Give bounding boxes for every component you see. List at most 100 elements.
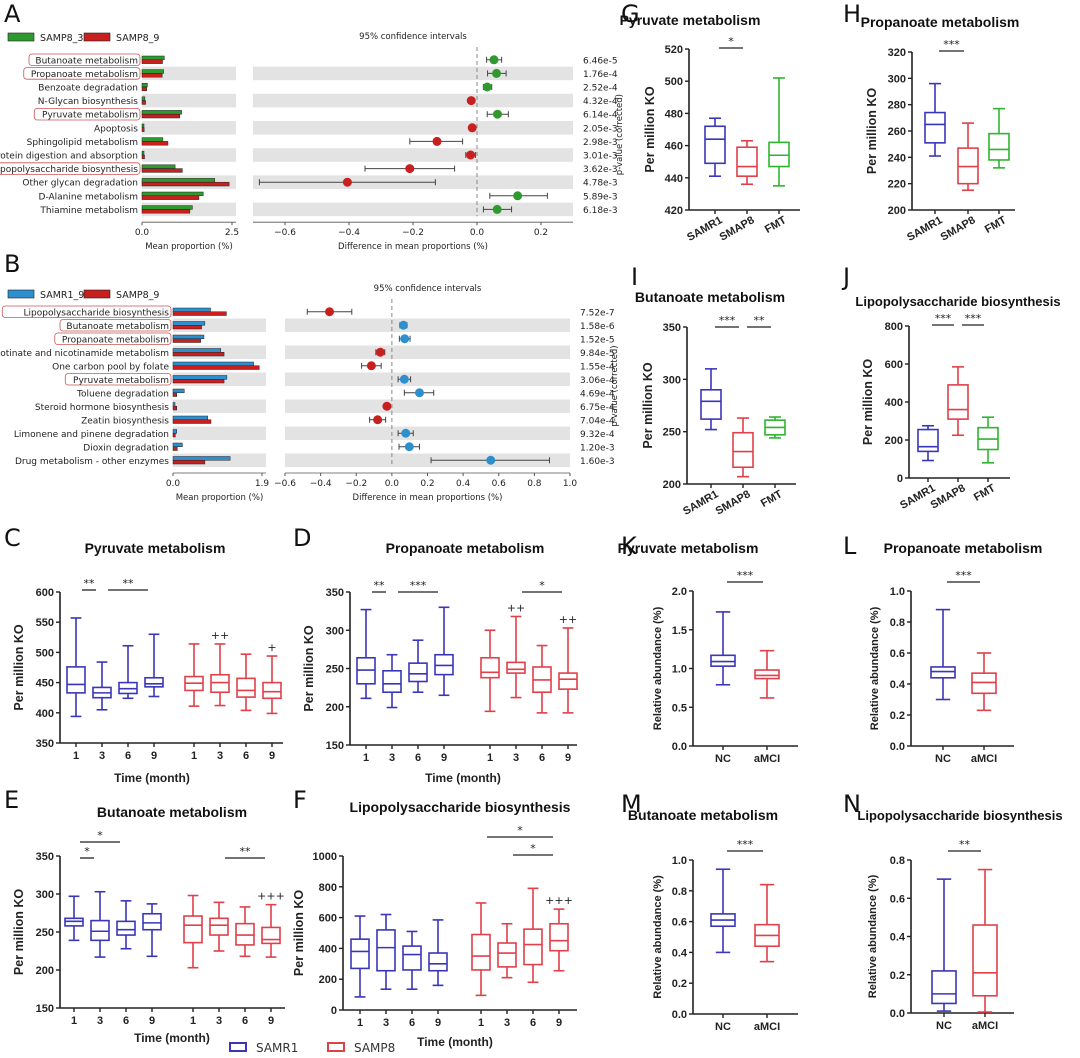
difference-point [325,307,335,317]
ci-title: 95% confidence intervals [359,32,467,42]
category-label: Sphingolipid metabolism [27,138,138,148]
x-tick-label: 3 [99,750,105,762]
box-1 [350,915,370,998]
x-tick-label: 9 [556,1017,562,1029]
box-iqr [917,428,939,453]
x-tick-label: 1 [478,1017,484,1029]
panel-letter-d: D [293,524,312,552]
p-value-label: 1.58e-6 [580,322,615,332]
y-axis-label: Per million KO [641,362,655,448]
y-tick-label: 600 [36,587,54,599]
highlight-box [28,53,141,67]
box-9 [428,919,448,987]
y-tick-label: 0 [897,473,903,485]
box-9 [261,903,281,958]
panel-e: Butanoate metabolism 150 200 250 300 350 Per m… [12,804,285,1045]
panel-letter-h: H [843,0,862,28]
bar-samp8_3 [141,82,148,88]
box-iqr [549,922,569,952]
panel-letter-b: B [4,250,21,278]
bar-samp8_9 [141,127,145,132]
y-axis-label: Per million KO [302,625,316,711]
difference-point [404,442,414,452]
box-nc [710,611,736,686]
category-label: Lipopolysaccharide biosynthesis [0,165,138,175]
box-amci [972,868,998,1013]
row-band [142,66,236,81]
y-axis-label: Per million KO [292,890,306,976]
y-tick-label: 320 [888,47,906,59]
x-tick-label: aMCI [754,1021,780,1033]
box-iqr [972,924,998,997]
y-tick-label: 0.5 [672,702,687,714]
category-label: Other glycan degradation [22,179,138,189]
y-tick-label: 0.2 [890,970,905,982]
y-tick-label: 0.8 [890,855,905,867]
p-value-label: 4.78e-3 [583,179,618,189]
bar-samp8_3 [141,137,164,142]
bar-samr1_9 [172,307,211,312]
y-tick-label: 300 [663,374,681,386]
row-band [285,426,570,440]
box-iqr [402,945,422,971]
p-value-label: 5.89e-3 [583,192,618,202]
box-9 [142,903,162,958]
difference-point [489,55,499,65]
panel-letter-f: F [293,786,307,814]
panel-letter-c: C [4,524,21,552]
x-tick-label: 3 [389,752,395,764]
y-tick-label: 1000 [313,851,337,863]
row-band [285,372,570,386]
significance-label: ** [959,838,971,851]
y-tick-label: 0.4 [672,947,688,959]
box-fmt [977,416,999,464]
bar-samr1_9 [172,442,183,447]
panel-letter-e: E [4,786,20,814]
y-tick-label: 200 [326,702,344,714]
box-6 [235,906,255,958]
x-tick-label: 6 [243,750,249,762]
category-label: Dioxin degradation [83,443,169,453]
ci-x-tick: −0.6 [274,479,296,489]
y-tick-label: 0.4 [890,932,906,944]
significance-label: *** [737,569,754,582]
x-tick-label: 3 [513,752,519,764]
box-iqr [144,676,164,688]
x-tick-label: aMCI [971,753,997,765]
y-tick-label: 0.8 [890,617,905,629]
box-9 [558,627,578,714]
legend-label: SAMR1_9 [40,290,84,301]
y-tick-label: 550 [36,617,54,629]
box-3 [92,661,112,711]
difference-point [492,204,502,214]
x-tick-label: SMAP8 [929,482,968,511]
difference-point [398,320,408,330]
bar-samp8_9 [141,154,145,160]
x-tick-label: 1 [357,1017,363,1029]
bottom-legend: SAMR1 SAMP8 [229,1041,395,1055]
x-tick-label: 9 [149,1015,155,1027]
y-tick-label: 0.6 [890,648,905,660]
category-label: N-Glycan biosynthesis [38,97,139,107]
significance-label: ** [84,577,96,590]
box-amci [754,649,780,699]
legend-swatch-samp8 [327,1042,345,1052]
plus-mark: +++ [257,890,285,903]
y-tick-label: 460 [665,141,683,153]
bar-samp8_3 [141,150,145,156]
y-tick-label: 0.2 [672,978,687,990]
y-tick-label: 350 [36,851,54,863]
bar-samp8_9 [172,352,225,357]
panel-letter-a: A [4,0,21,28]
box-iqr [408,662,428,683]
difference-point [492,109,502,119]
row-band [173,426,266,440]
x-tick-label: SMAP8 [718,214,757,243]
row-band [253,202,573,217]
significance-label: * [517,824,523,837]
category-label: Nicotinate and nicotinamide metabolism [0,349,169,359]
legend-swatch-samp8_9 [83,32,111,42]
box-iqr [471,933,491,971]
chart-title: Butanoate metabolism [635,289,785,305]
highlight-box [33,108,141,121]
